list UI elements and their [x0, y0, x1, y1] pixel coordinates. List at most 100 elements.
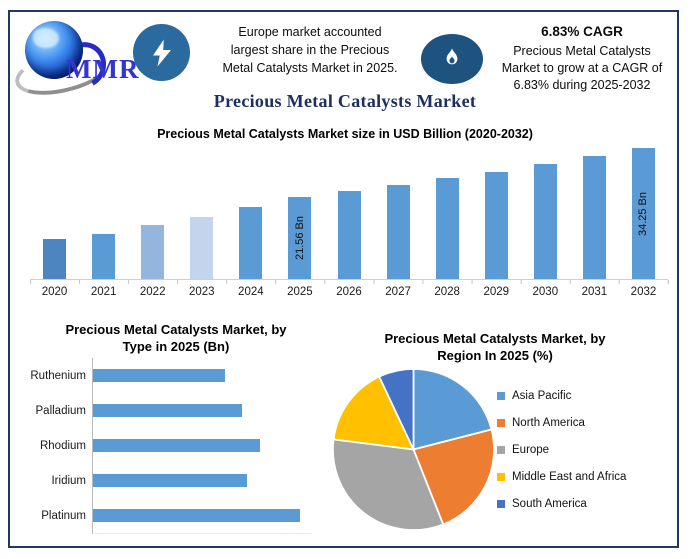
legend-label: North America [512, 416, 585, 429]
note-line: Metal Catalysts Market in 2025. [222, 61, 398, 75]
x-axis-label: 2024 [238, 286, 264, 298]
pie-slice-south-america [378, 368, 415, 450]
header-note-cagr: 6.83% CAGR Precious Metal Catalysts Mark… [486, 24, 678, 94]
flame-glyph [446, 48, 458, 65]
x-axis-label: 2032 [630, 286, 657, 298]
bar-2020 [43, 239, 67, 279]
x-axis-label: 2029 [483, 286, 510, 298]
flame-icon [421, 34, 483, 84]
x-axis-label: 2027 [385, 286, 411, 298]
bar-2022 [141, 225, 165, 279]
bar-column [423, 147, 472, 279]
category-label: Iridium [51, 474, 86, 487]
title-line: Type in 2025 (Bn) [122, 339, 230, 354]
note-line: Europe market accounted [238, 25, 382, 39]
bar-2030 [533, 164, 557, 279]
pie-slice-asia-pacific [412, 368, 493, 451]
note-line: Market to grow at a CAGR of [501, 61, 663, 75]
bar-palladium [93, 404, 242, 417]
note-line: largest share in the Precious [230, 43, 390, 57]
x-axis-labels: 2020 2021 2022 2023 2024 2025 2026 2027 2028 2029… [30, 286, 668, 298]
x-axis-label: 2021 [90, 286, 117, 298]
bar-column [472, 147, 521, 279]
type-bar-chart: Ruthenium Palladium Rhodium Iridium Platinum [20, 358, 311, 534]
legend-item: Europe [497, 436, 626, 463]
bar-2031 [582, 156, 606, 279]
globe-icon [25, 21, 83, 79]
x-axis-label: 2023 [188, 286, 215, 298]
bar-plot-area [92, 358, 311, 534]
legend-label: South America [512, 497, 587, 510]
bar-track [93, 358, 311, 393]
bar-column [521, 147, 570, 279]
bar-track [93, 393, 311, 428]
legend-item: North America [497, 409, 626, 436]
bar-column [128, 147, 177, 279]
category-label: Palladium [35, 404, 87, 417]
bar-2024 [239, 207, 263, 279]
bar-column [570, 147, 619, 279]
bar-track [93, 463, 311, 498]
pie-slice-middle-east-and-africa [332, 375, 415, 451]
bar-2023 [190, 217, 214, 279]
bar-2027 [386, 185, 410, 279]
region-pie-chart [332, 368, 495, 531]
bar-rhodium [93, 439, 260, 452]
header-note-europe: Europe market accounted largest share in… [203, 23, 417, 77]
bar-platinum [93, 509, 300, 522]
pie-slice-north-america [412, 428, 495, 526]
bar-2029 [484, 172, 508, 279]
x-axis-label: 2031 [581, 286, 608, 298]
x-axis-label: 2028 [434, 286, 460, 298]
bar-track [93, 498, 311, 533]
bar-track [93, 428, 311, 463]
title-line: Region In 2025 (%) [437, 348, 553, 363]
pie-slice-europe [332, 438, 445, 531]
lightning-bolt-glyph [152, 39, 171, 66]
column-chart: 21.56 Bn 34.25 Bn [30, 147, 668, 280]
legend-marker [497, 391, 505, 400]
note-line: Precious Metal Catalysts [513, 44, 651, 58]
bar-column [177, 147, 226, 279]
legend-item: Middle East and Africa [497, 463, 626, 490]
bar-2032: 34.25 Bn [631, 148, 655, 279]
x-axis-label: 2020 [41, 286, 68, 298]
legend-label: Europe [512, 443, 550, 456]
legend-item: Asia Pacific [497, 382, 626, 409]
category-axis: Ruthenium Palladium Rhodium Iridium Platinum [20, 358, 92, 534]
legend-label: Asia Pacific [512, 389, 572, 402]
region-chart-title: Precious Metal Catalysts Market, by Regi… [352, 330, 638, 364]
bar-value-label: 34.25 Bn [637, 191, 650, 236]
logo-text: MMR [66, 54, 140, 84]
bar-column [324, 147, 373, 279]
x-axis-label: 2022 [139, 286, 166, 298]
bar-2028 [435, 178, 459, 279]
page-title: Precious Metal Catalysts Market [213, 91, 477, 111]
bar-column: 34.25 Bn [619, 147, 668, 279]
note-line: 6.83% during 2025-2032 [513, 78, 651, 92]
category-label: Rhodium [39, 439, 86, 452]
legend-marker [497, 445, 505, 454]
x-axis-label: 2030 [532, 286, 559, 298]
bar-2026 [337, 191, 361, 279]
category-label: Ruthenium [30, 369, 86, 382]
pie-legend: Asia Pacific North America Europe Middle Ea… [497, 382, 626, 517]
legend-item: South America [497, 490, 626, 517]
bar-column [30, 147, 79, 279]
x-axis-label: 2026 [336, 286, 362, 298]
bar-2025: 21.56 Bn [288, 197, 312, 279]
lightning-bolt-icon [133, 24, 190, 81]
bar-2021 [92, 234, 116, 279]
legend-marker [497, 472, 505, 481]
x-axis-label: 2025 [287, 286, 313, 298]
column-chart-title: Precious Metal Catalysts Market size in … [157, 127, 533, 141]
legend-marker [497, 418, 505, 427]
legend-label: Middle East and Africa [512, 470, 627, 483]
legend-marker [497, 499, 505, 508]
title-line: Precious Metal Catalysts Market, by [384, 331, 606, 346]
cagr-note: Precious Metal Catalysts Market to grow … [486, 43, 678, 94]
bar-column [79, 147, 128, 279]
title-line: Precious Metal Catalysts Market, by [65, 322, 287, 337]
mmr-logo: MMR [10, 16, 140, 104]
bar-value-label: 21.56 Bn [293, 215, 306, 261]
